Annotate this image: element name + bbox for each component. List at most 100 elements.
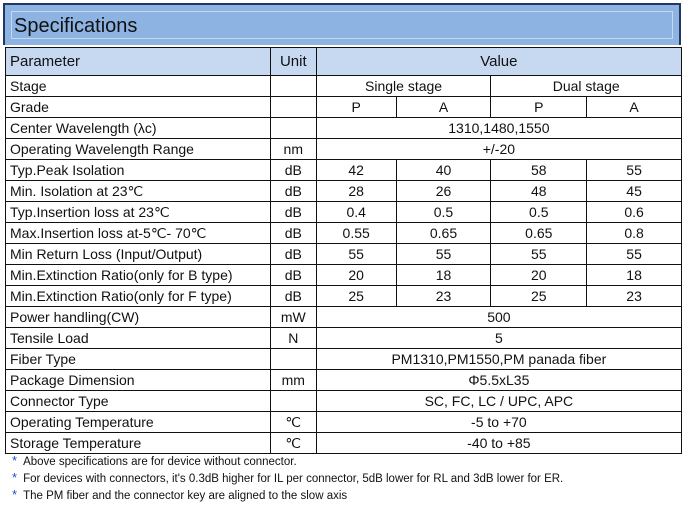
value-cell: 55 [395,243,492,265]
unit-cell: dB [269,159,317,181]
value-cell: 20 [315,264,397,286]
asterisk-icon: * [12,453,18,468]
value-cell: 1310,1480,1550 [315,117,683,139]
table-row: Package Dimension mm Φ5.5xL35 [5,369,683,391]
footnote-text: Above specifications are for device with… [23,456,297,468]
value-cell: PM1310,PM1550,PM panada fiber [315,348,683,370]
table-row: Min.Extinction Ratio(only for B type) dB 2… [5,264,682,286]
table-row: Center Wavelength (λc) 1310,1480,1550 [5,117,683,139]
value-cell: 0.4 [315,201,397,223]
footnote: * The PM fiber and the connector key are … [12,486,563,503]
table-row: Power handling(CW) mW 500 [5,306,683,328]
unit-cell: dB [269,285,317,307]
section-title: Specifications [11,11,673,39]
table-row: Operating Wavelength Range nm +/-20 [5,138,683,160]
value-cell: 48 [490,180,588,202]
value-cell: 500 [315,306,683,328]
parameter-cell: Fiber Type [5,348,271,370]
header-parameter: Parameter [5,47,271,76]
grade-cell: A [586,96,682,118]
value-cell: 5 [315,327,683,349]
table-row: Typ.Peak Isolation dB 42 40 58 55 [5,159,682,181]
parameter-cell: Center Wavelength (λc) [5,117,271,139]
unit-cell: N [269,327,317,349]
footnote-text: The PM fiber and the connector key are a… [23,490,348,502]
value-cell: -40 to +85 [315,432,683,454]
parameter-cell: Max.Insertion loss at-5℃- 70℃ [5,222,271,244]
unit-cell: dB [269,222,317,244]
value-cell: 0.6 [586,201,682,223]
unit-cell: nm [269,138,317,160]
footnote: * Above specifications are for device wit… [12,452,563,469]
value-cell: 18 [586,264,682,286]
value-cell: 18 [395,264,492,286]
unit-cell: dB [269,243,317,265]
footnotes: * Above specifications are for device wit… [12,452,563,503]
unit-cell [269,348,317,370]
asterisk-icon: * [12,487,18,502]
stage-row: Stage Single stage Dual stage [5,75,682,97]
table-row: Fiber Type PM1310,PM1550,PM panada fiber [5,348,683,370]
parameter-cell: Min Return Loss (Input/Output) [5,243,271,265]
value-cell: +/-20 [315,138,683,160]
value-cell: 0.8 [586,222,682,244]
value-cell: 20 [490,264,588,286]
header-value: Value [315,47,683,76]
grade-cell: A [395,96,492,118]
grade-cell: P [490,96,588,118]
parameter-cell: Storage Temperature [5,432,271,454]
unit-cell: dB [269,264,317,286]
parameter-cell: Typ.Insertion loss at 23℃ [5,201,271,223]
value-cell: 25 [490,285,588,307]
unit-cell [269,117,317,139]
unit-cell: mW [269,306,317,328]
value-cell: 55 [586,243,682,265]
parameter-cell: Min.Extinction Ratio(only for B type) [5,264,271,286]
value-cell: 0.5 [490,201,588,223]
single-stage-cell: Single stage [315,75,492,97]
value-cell: 0.5 [395,201,492,223]
value-cell: 55 [315,243,397,265]
unit-cell: dB [269,201,317,223]
value-cell: -5 to +70 [315,411,683,433]
parameter-cell: Operating Temperature [5,411,271,433]
parameter-cell: Stage [5,75,271,97]
table-row: Min.Extinction Ratio(only for F type) dB 2… [5,285,682,307]
unit-cell: dB [269,180,317,202]
header-unit: Unit [269,47,317,76]
footnote-text: For devices with connectors, it's 0.3dB … [23,473,564,485]
parameter-cell: Connector Type [5,390,271,412]
value-cell: 40 [395,159,492,181]
footnote: * For devices with connectors, it's 0.3dB… [12,469,563,486]
value-cell: 23 [395,285,492,307]
section-title-bar: Specifications [3,3,681,45]
value-cell: 55 [586,159,682,181]
value-cell: Φ5.5xL35 [315,369,683,391]
table-row: Operating Temperature ℃ -5 to +70 [5,411,683,433]
table-row: Min Return Loss (Input/Output) dB 55 55 55 55 [5,243,682,265]
value-cell: 26 [395,180,492,202]
unit-cell [269,390,317,412]
table-row: Tensile Load N 5 [5,327,683,349]
header-row: Parameter Unit Value [5,47,683,76]
table-row: Connector Type SC, FC, LC / UPC, APC [5,390,683,412]
value-cell: 58 [490,159,588,181]
parameter-cell: Operating Wavelength Range [5,138,271,160]
table-row: Max.Insertion loss at-5℃- 70℃ dB 0.55 0.65 0… [5,222,682,244]
table-row: Typ.Insertion loss at 23℃ dB 0.4 0.5 0.5 0.6 [5,201,682,223]
value-cell: 55 [490,243,588,265]
value-cell: 45 [586,180,682,202]
value-cell: 42 [315,159,397,181]
value-cell: 28 [315,180,397,202]
dual-stage-cell: Dual stage [490,75,682,97]
value-cell: SC, FC, LC / UPC, APC [315,390,683,412]
value-cell: 0.65 [490,222,588,244]
table-row: Storage Temperature ℃ -40 to +85 [5,432,683,454]
value-cell: 0.65 [395,222,492,244]
parameter-cell: Grade [5,96,271,118]
parameter-cell: Package Dimension [5,369,271,391]
grade-cell: P [315,96,397,118]
parameter-cell: Min.Extinction Ratio(only for F type) [5,285,271,307]
unit-cell: ℃ [269,411,317,433]
value-cell: 25 [315,285,397,307]
